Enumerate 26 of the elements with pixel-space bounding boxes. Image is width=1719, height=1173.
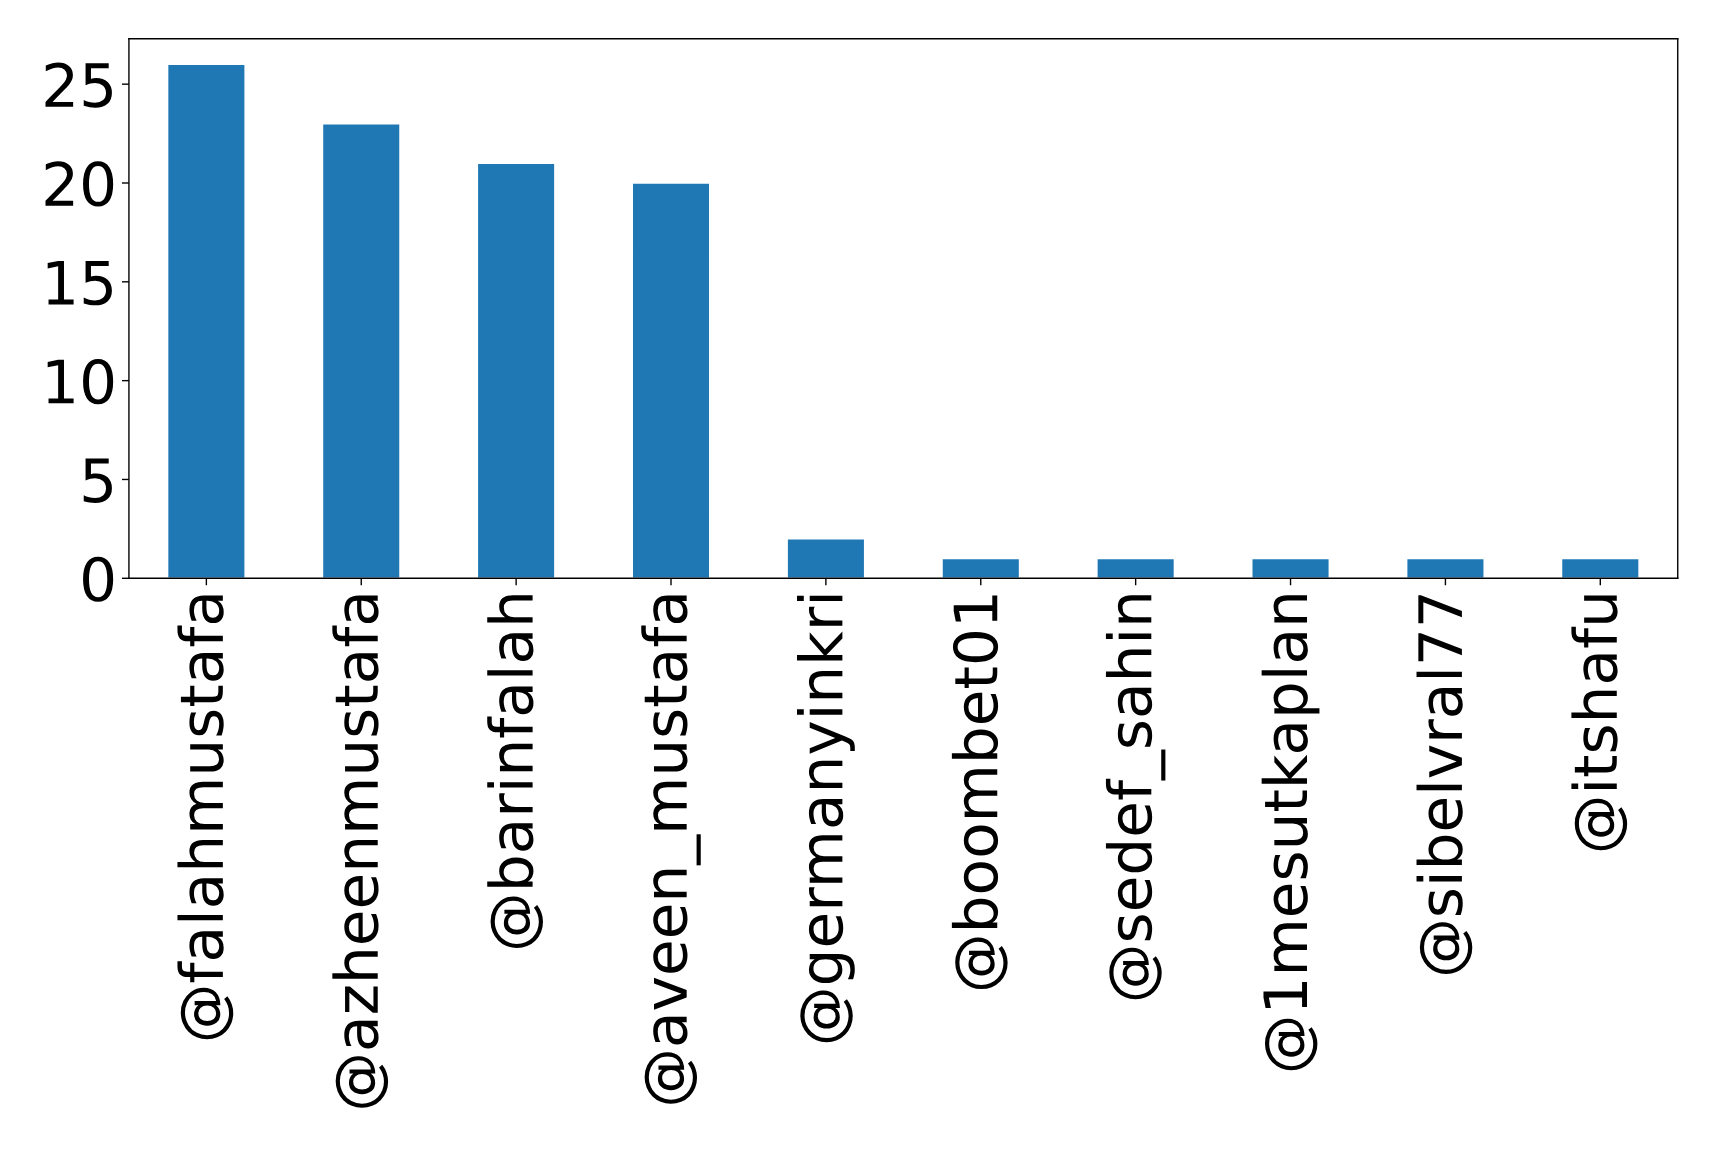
- y-tick-label: 25: [45, 62, 112, 108]
- x-tick-label: @aveen_mustafa: [641, 595, 701, 1104]
- bar: [166, 63, 246, 579]
- bar: [1560, 557, 1640, 579]
- x-tick-label: @boombet01: [951, 595, 1008, 990]
- bar: [321, 123, 401, 579]
- bar: [786, 538, 866, 579]
- x-tick-label: @germanyinkri: [796, 595, 855, 1043]
- bar: [631, 182, 711, 579]
- x-tick-label: @sibelvral77: [1416, 595, 1473, 974]
- y-tick-label: 20: [45, 161, 114, 207]
- x-tick-label: @barinfalah: [487, 595, 543, 949]
- x-tick-label: @sedef_sahin: [1105, 595, 1166, 1000]
- y-tick-label: 5: [83, 458, 112, 503]
- x-tick-label: @azheenmustafa: [332, 595, 389, 1108]
- bar: [1096, 557, 1176, 579]
- bar: [476, 162, 556, 579]
- bar: [1251, 557, 1330, 579]
- y-tick-label: 15: [47, 260, 112, 306]
- x-tick-label: @1mesutkaplan: [1261, 595, 1320, 1071]
- bar: [1406, 557, 1485, 579]
- y-tick-label: 0: [83, 556, 114, 602]
- y-tick-label: 10: [47, 359, 114, 405]
- x-tick-label: @falahmustafa: [177, 595, 234, 1040]
- bar: [941, 557, 1021, 579]
- x-tick-label: @itshafu: [1571, 595, 1628, 851]
